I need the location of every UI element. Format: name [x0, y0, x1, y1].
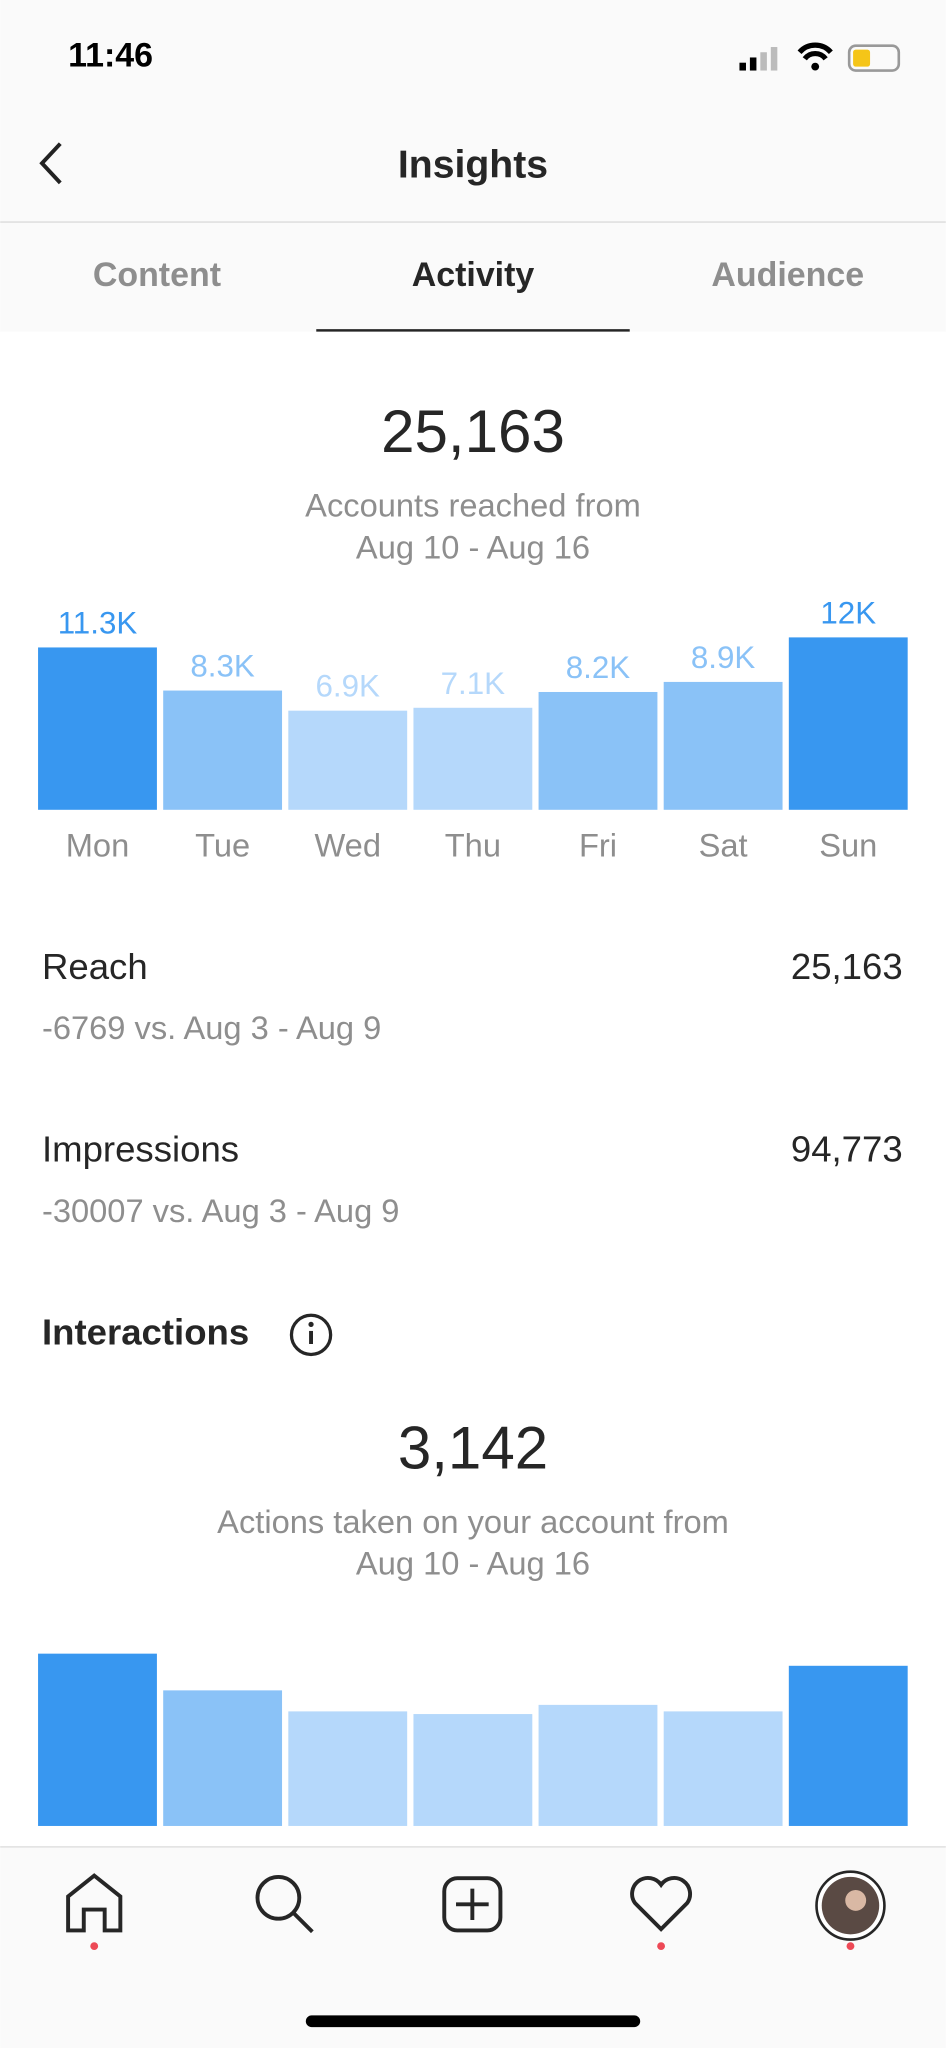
x-tick-label: Sun [819, 826, 877, 863]
bar [288, 710, 408, 810]
x-tick-label: Thu [445, 826, 501, 863]
bar [288, 1711, 408, 1826]
metric-comparison: -30007 vs. Aug 3 - Aug 9 [42, 1192, 399, 1229]
metric-label: Reach [42, 946, 148, 987]
tab-indicator [316, 329, 630, 332]
x-tick-label: Sat [699, 826, 748, 863]
reach-dates: Aug 10 - Aug 16 [356, 529, 590, 566]
search-icon[interactable] [255, 1874, 314, 1934]
reach-total: 25,163 [381, 398, 565, 465]
value-label: 11.3K [58, 606, 138, 641]
signal-icon [739, 47, 778, 71]
bar [413, 1714, 533, 1826]
tab[interactable]: Activity [412, 256, 535, 294]
bar [663, 1711, 783, 1826]
content-bg [0, 331, 946, 1847]
status-time: 11:46 [68, 36, 153, 74]
battery-icon [847, 44, 901, 72]
tab[interactable]: Content [93, 256, 221, 294]
activity-icon[interactable] [630, 1875, 693, 1932]
wifi-icon [797, 42, 833, 61]
metric-comparison: -6769 vs. Aug 3 - Aug 9 [42, 1009, 381, 1046]
info-icon[interactable] [289, 1313, 333, 1357]
bar [413, 707, 533, 810]
bar [788, 637, 908, 810]
value-label: 7.1K [441, 666, 506, 701]
notification-dot [90, 1942, 99, 1951]
x-tick-label: Wed [314, 826, 381, 863]
bar [163, 690, 283, 810]
reach-caption: Accounts reached from [305, 487, 641, 524]
section-heading: Interactions [42, 1312, 249, 1353]
bar [38, 1653, 157, 1826]
value-label: 8.9K [691, 640, 756, 675]
value-label: 8.2K [566, 650, 631, 685]
new-post-icon[interactable] [442, 1876, 503, 1933]
nav-bar [0, 1846, 946, 2048]
bar [788, 1665, 908, 1826]
notification-dot [657, 1942, 665, 1951]
bar [163, 1690, 283, 1826]
bar [538, 1704, 658, 1826]
x-tick-label: Fri [579, 826, 617, 863]
bar [663, 681, 783, 810]
x-tick-label: Tue [195, 826, 250, 863]
metric-value: 94,773 [791, 1129, 903, 1170]
value-label: 12K [820, 595, 876, 630]
profile-icon[interactable] [815, 1870, 886, 1941]
interactions-dates: Aug 10 - Aug 16 [356, 1545, 590, 1582]
bar [538, 691, 658, 810]
top-bar-bg [0, 0, 946, 332]
battery-level [853, 49, 871, 67]
notification-dot [846, 1942, 855, 1951]
x-tick-label: Mon [66, 826, 129, 863]
metric-value: 25,163 [791, 946, 903, 987]
bar [38, 647, 157, 810]
wifi-dot [811, 62, 820, 71]
home-icon[interactable] [66, 1873, 123, 1933]
metric-label: Impressions [42, 1129, 239, 1170]
interactions-total: 3,142 [398, 1414, 548, 1481]
tab[interactable]: Audience [711, 256, 864, 294]
home-indicator [305, 2015, 641, 2028]
back-button[interactable] [39, 142, 62, 185]
value-label: 6.9K [316, 669, 381, 704]
value-label: 8.3K [190, 649, 255, 684]
interactions-caption: Actions taken on your account from [217, 1503, 729, 1540]
header-title: Insights [398, 144, 548, 187]
